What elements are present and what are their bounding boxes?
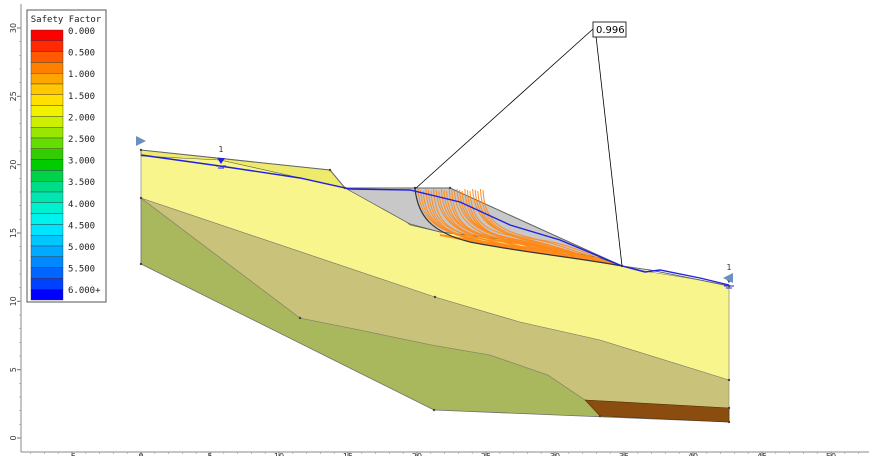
critical-slip-surface <box>414 188 623 267</box>
y-tick-label: 0 <box>9 435 18 440</box>
model-vertices <box>139 148 731 424</box>
model-vertex <box>139 196 143 200</box>
legend-color-swatch <box>30 51 64 63</box>
legend-label: 2.500 <box>68 135 95 145</box>
legend-label: 0.500 <box>68 49 95 59</box>
model-vertex <box>727 406 731 410</box>
model-vertex <box>433 295 437 299</box>
model-vertex <box>448 186 452 190</box>
legend-label: 4.000 <box>68 200 95 210</box>
y-ticks: 0 5 10 15 20 25 30 <box>9 23 21 441</box>
y-tick-label: 10 <box>9 296 18 306</box>
legend-color-swatch <box>30 191 64 204</box>
legend-color-swatch <box>30 148 64 160</box>
model-vertex <box>139 148 143 152</box>
legend-color-swatch <box>30 94 64 106</box>
x-ticks: -505101520253035404550 <box>30 452 859 456</box>
model-vertex <box>727 420 731 424</box>
fs-label-box <box>592 21 627 38</box>
legend-color-swatch <box>30 245 64 258</box>
legend-color-swatch <box>30 126 64 139</box>
legend-color-swatch <box>30 256 64 268</box>
legend-color-swatch <box>30 278 64 290</box>
legend-label: 2.000 <box>68 113 95 123</box>
right-boundary-marker <box>723 273 733 283</box>
legend-label: 4.500 <box>68 221 95 231</box>
legend-color-swatch <box>30 159 64 171</box>
y-tick-label: 5 <box>9 367 18 372</box>
legend-label: 3.000 <box>68 157 95 167</box>
slip-surface-band <box>440 234 622 266</box>
legend-color-swatch <box>30 105 64 117</box>
legend-label: 1.000 <box>68 70 95 80</box>
water-table-marker-right-label: 1 <box>726 263 731 272</box>
legend-color-swatch <box>30 180 64 193</box>
legend-label: 5.000 <box>68 243 95 253</box>
model-vertex <box>328 168 332 172</box>
water-table-line <box>140 154 730 286</box>
slope-model: 1 1 <box>136 136 734 424</box>
legend-color-swatch <box>30 213 64 225</box>
legend-color-swatch <box>30 289 64 301</box>
slip-surfaces <box>417 188 622 267</box>
legend-color-swatch <box>30 224 64 236</box>
legend-color-swatch <box>30 62 64 74</box>
legend-title: Safety Factor <box>31 15 102 25</box>
legend-color-swatch <box>30 234 64 247</box>
y-tick-label: 30 <box>9 23 18 33</box>
legend-color-swatch <box>30 137 64 150</box>
legend-color-swatch <box>30 116 64 128</box>
legend-label: 5.500 <box>68 265 95 275</box>
model-vertex <box>139 262 143 266</box>
legend-color-swatch <box>30 40 64 52</box>
legend-color-swatch <box>30 170 64 182</box>
legend-label: 1.500 <box>68 92 95 102</box>
legend-color-swatch <box>30 267 64 279</box>
minimum-fs-callout: 0.996 <box>414 21 627 267</box>
legend-label: 3.500 <box>68 178 95 188</box>
model-vertex <box>343 186 347 190</box>
safety-factor-legend: Safety Factor 0.000 0.500 1.000 1.500 2.000 2… <box>26 9 107 303</box>
ground-surface-line <box>140 149 730 287</box>
minimum-fs-label: 0.996 <box>596 25 625 36</box>
legend-rows: 0.000 0.500 1.000 1.500 2.000 2.500 3.000 3.500… <box>30 27 101 301</box>
water-table-marker-left-label: 1 <box>218 145 223 154</box>
legend-color-swatch <box>30 202 64 214</box>
callout-leader-right <box>595 35 623 267</box>
legend-label: 6.000+ <box>68 286 101 296</box>
legend-color-swatch <box>30 72 64 85</box>
model-vertex <box>598 414 602 418</box>
model-vertex <box>727 284 731 288</box>
axes: 0 5 10 15 20 25 30 -505101520253035404550 <box>9 4 869 456</box>
water-table-marker-left: 1 <box>216 145 226 169</box>
y-tick-label: 15 <box>9 228 18 238</box>
legend-color-swatch <box>30 83 64 96</box>
model-vertex <box>298 316 302 320</box>
model-vertex <box>432 408 436 412</box>
left-boundary-marker <box>136 136 146 146</box>
y-tick-label: 20 <box>9 160 18 170</box>
callout-leader-left <box>414 28 594 190</box>
legend-color-swatch <box>30 29 64 42</box>
y-tick-label: 25 <box>9 91 18 101</box>
legend-label: 0.000 <box>68 27 95 37</box>
model-vertex <box>727 378 731 382</box>
